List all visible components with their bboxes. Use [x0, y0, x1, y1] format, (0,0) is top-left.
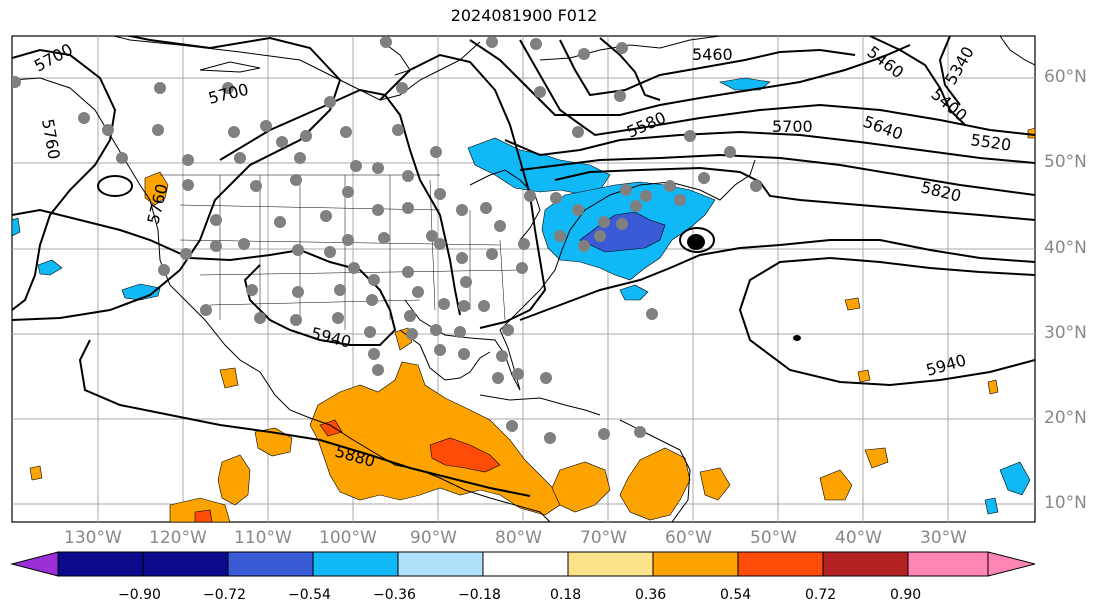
contour-label: 5460 [692, 45, 733, 64]
colorbar-segment [142, 551, 229, 577]
colorbar-tick-label: −0.36 [373, 587, 416, 603]
latitude-label: 30°N [1044, 323, 1087, 343]
closed-contour-marker [793, 335, 801, 341]
low-pressure-center [687, 234, 705, 250]
latitude-label: 60°N [1044, 67, 1087, 87]
colorbar-segment [907, 551, 989, 577]
colorbar-segment [312, 551, 399, 577]
map-title: 2024081900 F012 [450, 6, 598, 25]
longitude-label: 90°W [410, 528, 457, 548]
colorbar-segment [822, 551, 909, 577]
colorbar-lower-extend [10, 551, 59, 577]
colorbar-segment [567, 551, 654, 577]
longitude-label: 80°W [495, 528, 542, 548]
longitude-label: 40°W [835, 528, 882, 548]
height-contours [12, 36, 1035, 497]
colorbar-segment [737, 551, 824, 577]
colorbar-upper-extend [987, 551, 1036, 577]
colorbar-segment [652, 551, 739, 577]
colorbar-segment [482, 551, 569, 577]
colorbar-tick-label: 0.36 [635, 587, 667, 603]
longitude-label: 60°W [665, 528, 712, 548]
latitude-label: 50°N [1044, 152, 1087, 172]
colorbar-tick-label: −0.72 [203, 587, 246, 603]
longitude-label: 110°W [234, 528, 292, 548]
colorbar-tick-label: −0.18 [458, 587, 501, 603]
colorbar-segment [397, 551, 484, 577]
longitude-label: 100°W [319, 528, 377, 548]
colorbar-tick-label: 0.18 [550, 587, 582, 603]
negative-anomaly-shading [12, 77, 1031, 515]
longitude-label: 130°W [64, 528, 122, 548]
colorbar [10, 551, 1036, 577]
colorbar-tick-label: 0.54 [720, 587, 752, 603]
colorbar-tick-label: 0.90 [890, 587, 922, 603]
longitude-label: 120°W [149, 528, 207, 548]
map-layers: 5700 5700 5460 5460 5340 5400 5580 5700 … [12, 36, 1035, 522]
contour-label: 5700 [772, 117, 813, 136]
colorbar-tick-label: 0.72 [805, 587, 837, 603]
latitude-label: 20°N [1044, 408, 1087, 428]
latitude-label: 40°N [1044, 238, 1087, 258]
longitude-label: 50°W [750, 528, 797, 548]
longitude-label: 30°W [920, 528, 967, 548]
colorbar-segment [227, 551, 314, 577]
colorbar-tick-label: −0.90 [118, 587, 161, 603]
latitude-label: 10°N [1044, 493, 1087, 513]
colorbar-segment [57, 551, 144, 577]
colorbar-tick-label: −0.54 [288, 587, 331, 603]
observation-stations [12, 36, 762, 444]
longitude-label: 70°W [580, 528, 627, 548]
